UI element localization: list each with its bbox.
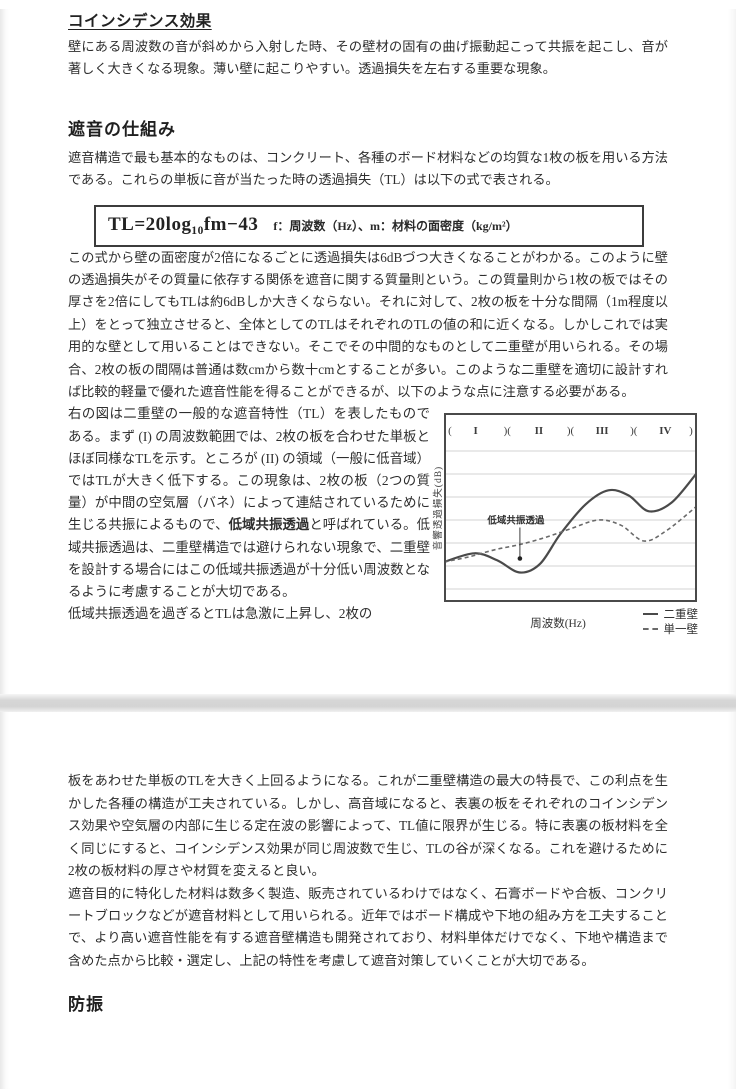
paragraph-mechanism-intro: 遮音構造で最も基本的なものは、コンクリート、各種のボード材料などの均質な1枚の板… xyxy=(68,149,668,188)
svg-text:IV: IV xyxy=(659,425,671,437)
legend-label: 二重壁 xyxy=(663,608,699,621)
svg-text:)(: )( xyxy=(504,425,512,437)
heading-sound-insulation-mechanism: 遮音の仕組み xyxy=(68,119,176,139)
svg-text:)(: )( xyxy=(630,425,638,437)
legend-item: 単一壁 xyxy=(642,621,699,636)
heading-vibration-isolation: 防振 xyxy=(68,995,104,1015)
page2-section: 板をあわせた単板のTLを大きく上回るようになる。これが二重壁構造の最大の特長で、… xyxy=(0,712,736,1015)
paragraph-mass-law: この式から壁の面密度が2倍になるごとに透過損失は6dBづつ大きくなることがわかる… xyxy=(68,249,668,400)
legend-label: 単一壁 xyxy=(663,623,699,636)
legend-item: 二重壁 xyxy=(642,606,699,621)
paragraph-double-wall-characteristics: 右の図は二重壁の一般的な遮音特性（TL）を表したものである。まず (I) の周波… xyxy=(68,403,430,603)
two-column-region: 右の図は二重壁の一般的な遮音特性（TL）を表したものである。まず (I) の周波… xyxy=(68,403,698,642)
svg-text:)(: )( xyxy=(567,425,575,437)
legend-solid-line-swatch xyxy=(642,612,658,615)
left-text-column: 右の図は二重壁の一般的な遮音特性（TL）を表したものである。まず (I) の周波… xyxy=(68,403,430,642)
formula-variable-note: f：周波数（Hz）、m：材料の面密度（kg/m²） xyxy=(273,218,518,233)
formula-box: TL=20log₁₀fm−43 f：周波数（Hz）、m：材料の面密度（kg/m²… xyxy=(94,204,644,247)
document-page: コインシデンス効果 壁にある周波数の音が斜めから入射した時、その壁材の固有の曲げ… xyxy=(0,9,736,1089)
paragraph-resonance-passing: 低域共振透過を過ぎるとTLは急激に上昇し、2枚の xyxy=(68,606,373,622)
svg-text:(: ( xyxy=(448,425,452,437)
formula-tl: TL=20log₁₀fm−43 xyxy=(108,213,259,235)
svg-text:低域共振透過: 低域共振透過 xyxy=(486,515,545,527)
svg-text:): ) xyxy=(689,425,693,437)
paragraph-coincidence: 壁にある周波数の音が斜めから入射した時、その壁材の固有の曲げ振動起こって共振を起… xyxy=(68,39,668,77)
legend-dashed-line-swatch xyxy=(642,627,658,630)
tl-chart-figure: 音響透過損失(dB) ()()()() I II III IV 低域共振透過 周波数(Hz… xyxy=(434,403,702,642)
chart-y-axis-label: 音響透過損失(dB) xyxy=(434,466,444,551)
svg-text:III: III xyxy=(596,425,609,437)
svg-text:II: II xyxy=(535,425,544,437)
svg-text:I: I xyxy=(473,425,477,437)
paragraph-double-wall-advantage: 板をあわせた単板のTLを大きく上回るようになる。これが二重壁構造の最大の特長で、… xyxy=(68,773,668,879)
heading-coincidence-effect: コインシデンス効果 xyxy=(68,13,212,30)
paragraph-insulation-materials: 遮音目的に特化した材料は数多く製造、販売されているわけではなく、石膏ボードや合板… xyxy=(68,885,668,968)
chart-x-axis-label: 周波数(Hz) xyxy=(530,618,586,631)
chart-footer: 周波数(Hz) 二重壁単一壁 xyxy=(444,606,702,642)
double-wall-text-c: と呼ばれている。低域共振透過は、二重壁構造では避けられない現象で、二重壁を設計す… xyxy=(68,517,431,600)
page-break-separator xyxy=(0,694,736,713)
chart-legend: 二重壁 単一壁 xyxy=(642,606,699,636)
page1-section: コインシデンス効果 壁にある周波数の音が斜めから入射した時、その壁材の固有の曲げ… xyxy=(0,9,736,642)
low-frequency-resonance-term: 低域共振透過 xyxy=(228,517,310,533)
double-wall-text-a: 右の図は二重壁の一般的な遮音特性（TL）を表したものである。まず (I) の周波… xyxy=(68,406,430,533)
